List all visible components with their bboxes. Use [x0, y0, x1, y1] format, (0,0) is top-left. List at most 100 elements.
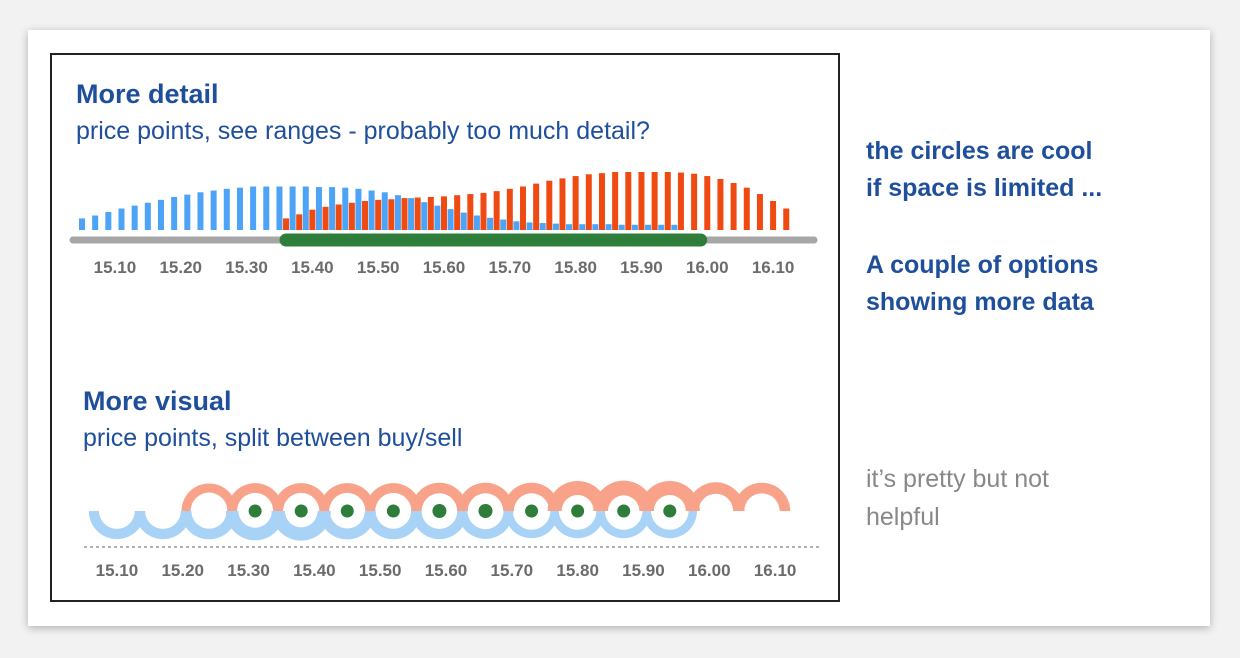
x-tick-label: 15.70 — [491, 561, 534, 580]
buy-bar — [368, 190, 375, 230]
x-tick-label: 15.30 — [227, 561, 270, 580]
buy-bar — [210, 190, 217, 230]
buy-bar — [342, 187, 349, 230]
buy-bar — [460, 212, 467, 230]
buy-half-circle — [318, 511, 376, 540]
sell-bar — [664, 172, 671, 230]
buy-bar — [302, 186, 309, 230]
note-pretty-line1: it’s pretty but not — [866, 465, 1049, 493]
buy-half-circle — [365, 511, 422, 540]
buy-half-circle — [504, 511, 559, 539]
x-tick-label: 15.20 — [159, 258, 202, 277]
sell-bar — [335, 204, 342, 230]
sell-half-circle — [319, 483, 376, 511]
sell-bar — [519, 186, 526, 230]
x-tick-label: 15.20 — [161, 561, 204, 580]
x-tick-label: 16.10 — [754, 561, 797, 580]
buy-bar — [592, 224, 599, 230]
sell-bar — [362, 201, 369, 230]
buy-bar — [618, 224, 625, 230]
x-tick-label: 15.80 — [554, 258, 597, 277]
buy-half-circle — [134, 511, 192, 540]
visual-subtitle: price points, split between buy/sell — [83, 424, 463, 452]
buy-bar — [513, 221, 520, 230]
buy-bar — [500, 219, 507, 230]
buy-bar — [552, 223, 559, 230]
x-tick-label: 15.70 — [489, 258, 532, 277]
buy-half-circle — [596, 511, 651, 539]
sell-bar — [467, 194, 474, 230]
buy-half-circle — [550, 511, 605, 539]
buy-bar — [118, 208, 125, 230]
sell-bar — [612, 172, 619, 230]
x-tick-label: 16.00 — [686, 258, 729, 277]
sell-bar — [414, 197, 421, 230]
price-marker — [525, 504, 539, 518]
sell-bar — [546, 180, 553, 230]
buy-bar — [671, 224, 678, 230]
price-marker — [294, 504, 308, 518]
note-pretty: it’s pretty but not helpful — [866, 460, 1049, 536]
sell-bar — [427, 196, 434, 230]
x-tick-label: 15.50 — [359, 561, 402, 580]
sell-bar — [388, 199, 395, 230]
price-marker — [571, 504, 585, 518]
price-marker — [663, 504, 677, 518]
buy-bar — [487, 217, 494, 230]
x-tick-label: 15.30 — [225, 258, 268, 277]
buy-bar — [131, 205, 138, 230]
sell-bar — [756, 194, 763, 230]
buy-bar — [394, 195, 401, 230]
buy-bar — [408, 198, 415, 230]
buy-half-circle — [180, 511, 238, 540]
sell-bar — [441, 196, 447, 230]
buy-bar — [526, 222, 533, 230]
buy-bar — [171, 196, 178, 230]
buy-half-circle — [642, 511, 697, 539]
buy-bar — [447, 209, 454, 230]
x-tick-label: 16.00 — [688, 561, 731, 580]
buy-half-circle — [88, 511, 146, 540]
buy-bar — [79, 218, 85, 230]
sell-half-circle — [687, 482, 745, 511]
sell-half-circle — [181, 483, 237, 511]
x-tick-label: 15.90 — [622, 561, 665, 580]
sell-half-circle — [503, 482, 560, 511]
buy-bar — [276, 186, 283, 230]
buy-bar — [263, 186, 270, 230]
buy-bar — [144, 202, 151, 230]
sell-bar — [704, 176, 711, 230]
buy-bar — [658, 224, 665, 230]
x-tick-label: 15.90 — [620, 258, 663, 277]
sell-bar — [480, 192, 487, 230]
visual-title: More visual — [83, 386, 232, 416]
buy-bar — [329, 187, 336, 230]
sell-bar — [743, 187, 750, 230]
sell-bar — [454, 195, 461, 230]
price-marker — [340, 504, 354, 518]
sell-bar — [493, 191, 500, 230]
sell-half-circle — [411, 482, 468, 511]
sell-bar — [625, 172, 632, 230]
buy-bar — [92, 215, 99, 230]
x-tick-label: 15.10 — [96, 561, 139, 580]
detail-subtitle: price points, see ranges - probably too … — [76, 117, 650, 145]
sell-bar — [309, 209, 316, 230]
sell-half-circle — [593, 480, 655, 511]
sell-half-circle — [547, 481, 608, 511]
buy-bar — [223, 188, 230, 230]
sell-bar — [770, 201, 777, 230]
buy-bar — [605, 224, 612, 230]
sell-bar — [348, 202, 355, 230]
sell-half-circle — [639, 481, 700, 511]
price-marker — [248, 504, 262, 518]
sell-bar — [283, 218, 290, 230]
note-circles: the circles are cool if space is limited… — [866, 133, 1102, 207]
sell-bar — [638, 172, 645, 230]
price-marker — [432, 504, 447, 518]
buy-bar — [157, 199, 164, 230]
buy-half-circle — [411, 511, 468, 540]
buy-bar — [631, 224, 638, 230]
x-tick-label: 15.50 — [357, 258, 400, 277]
